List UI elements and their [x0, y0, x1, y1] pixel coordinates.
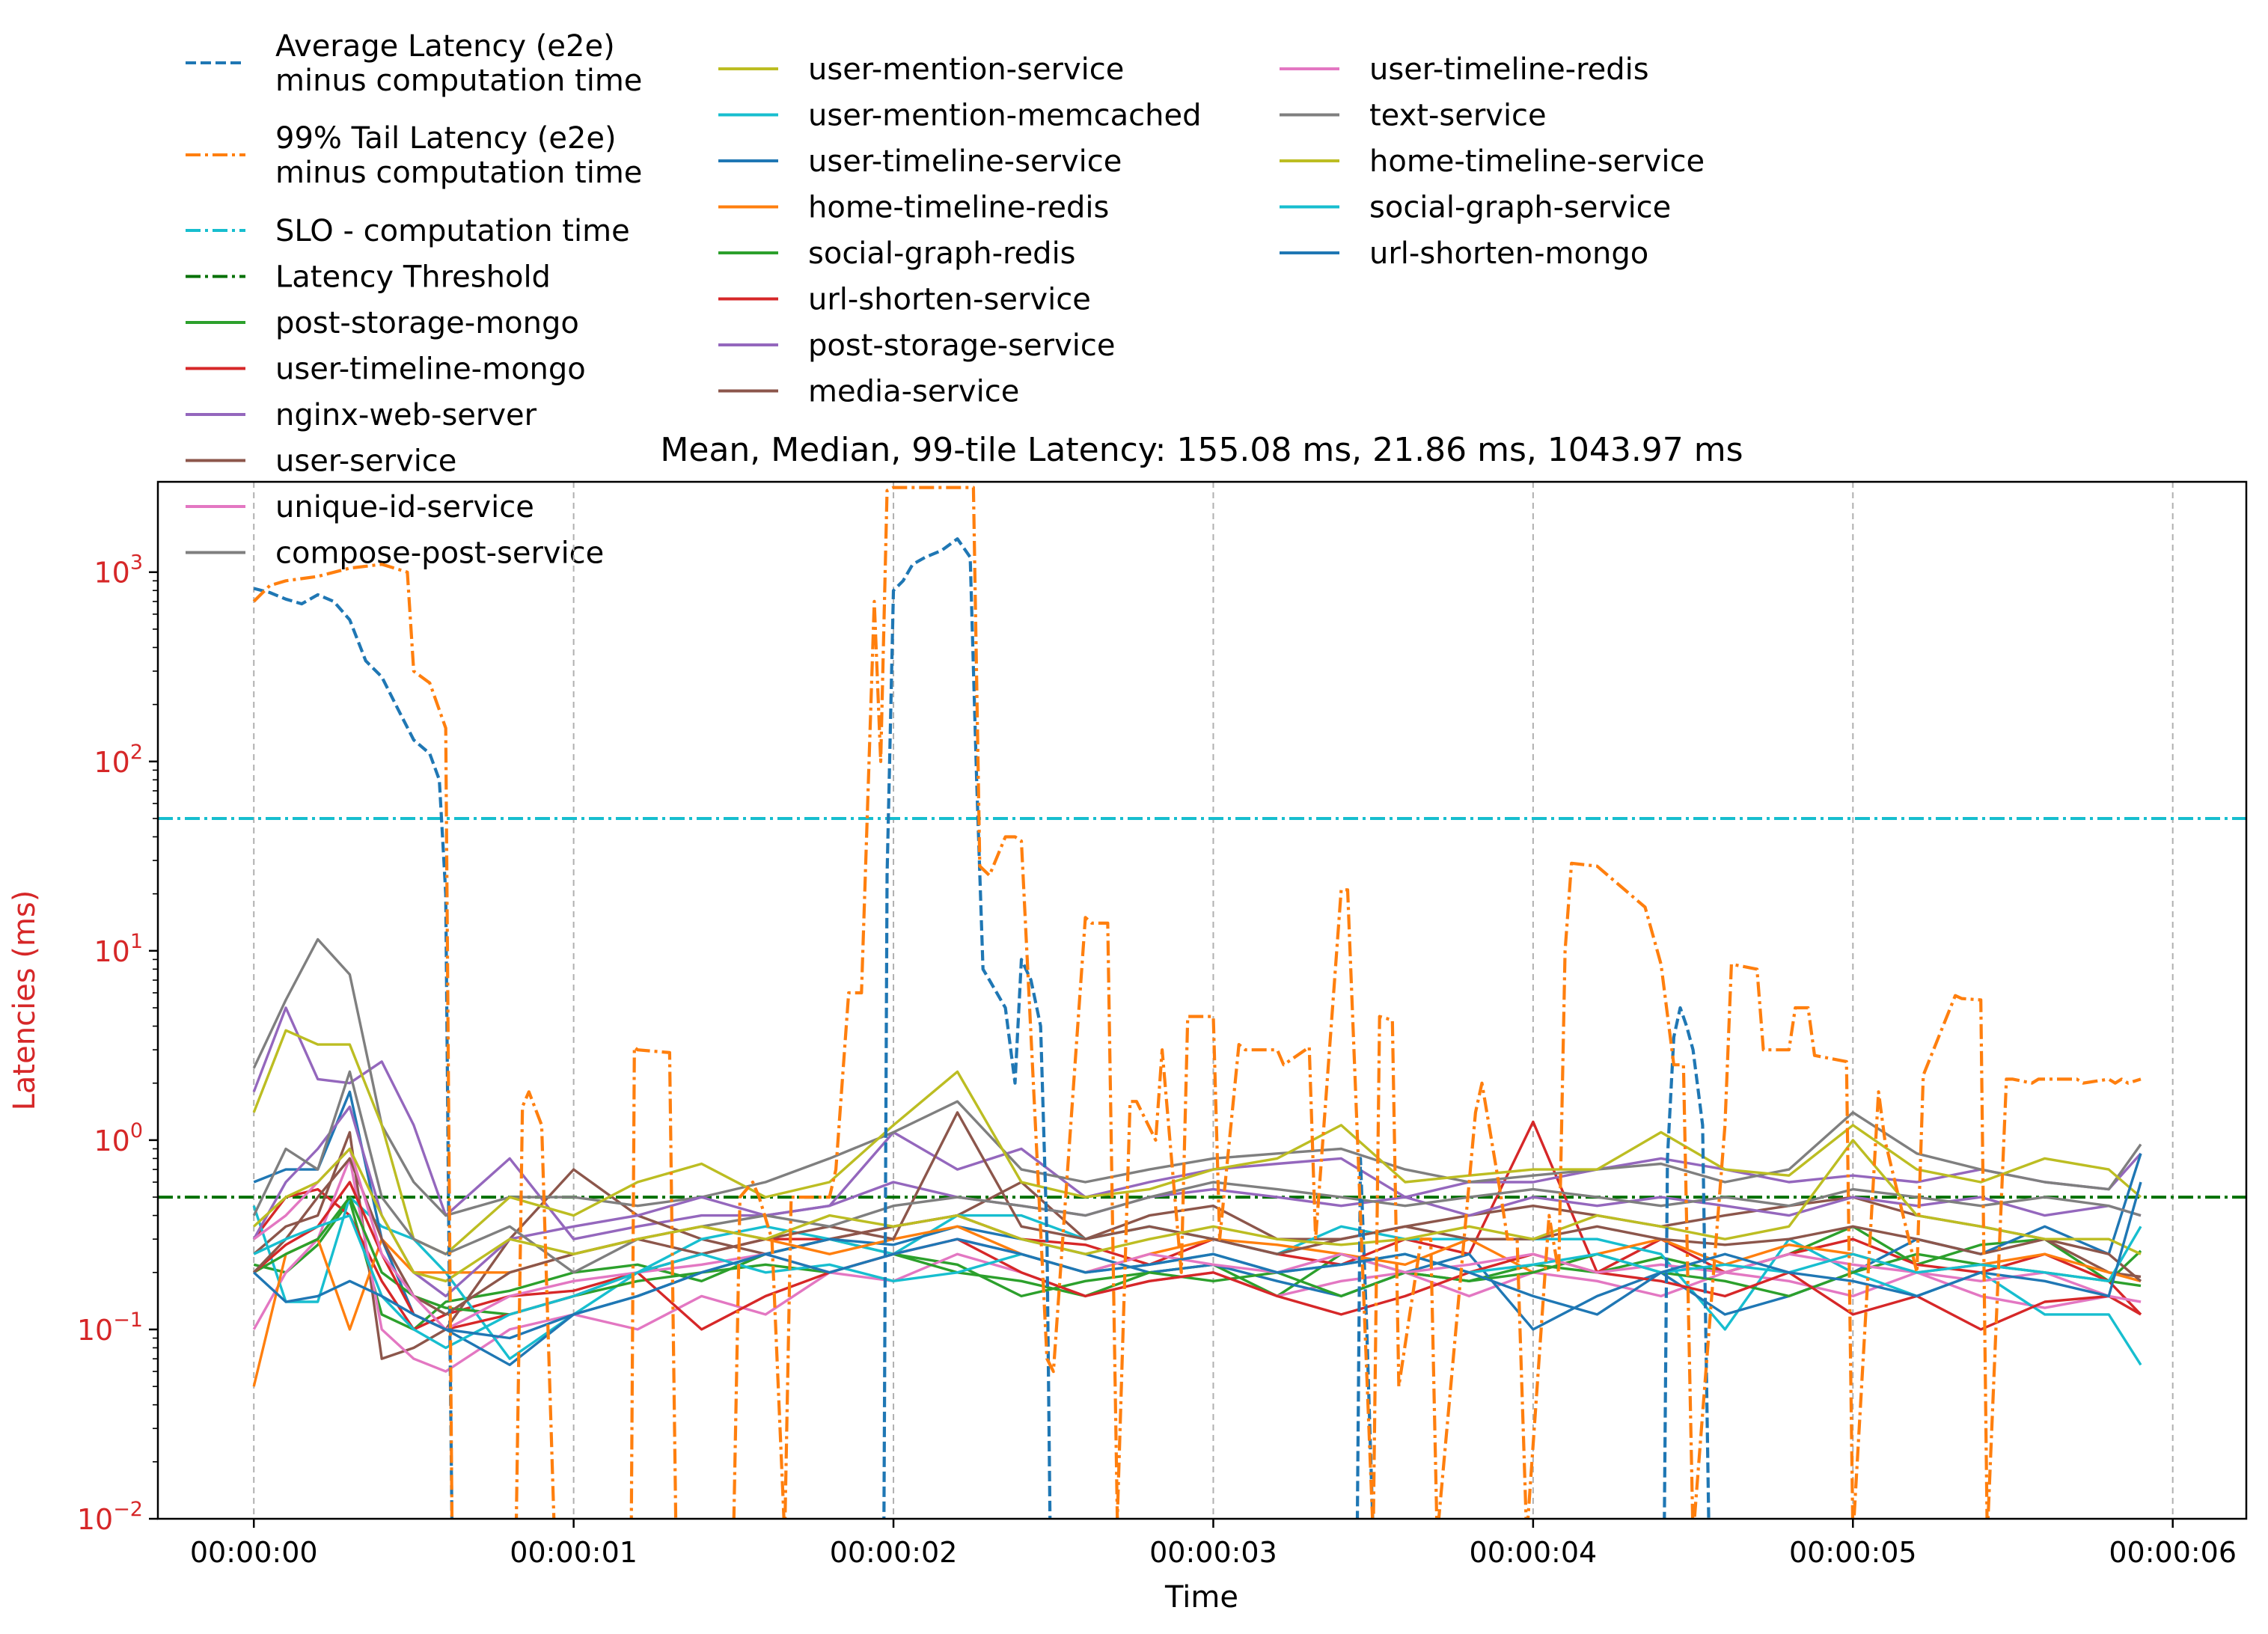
legend-label: social-graph-redis: [808, 236, 1076, 271]
x-tick-label: 00:00:05: [1789, 1536, 1917, 1569]
x-tick-label: 00:00:04: [1470, 1536, 1598, 1569]
x-tick-label: 00:00:03: [1149, 1536, 1277, 1569]
legend-label: text-service: [1369, 99, 1547, 133]
legend-label: url-shorten-service: [808, 283, 1091, 317]
legend-label: user-timeline-service: [808, 144, 1122, 179]
x-tick-label: 00:00:01: [510, 1536, 638, 1569]
legend-label: user-mention-service: [808, 52, 1124, 87]
y-axis-label: Latencies (ms): [7, 890, 42, 1111]
legend-label: minus computation time: [275, 64, 642, 98]
legend-label: 99% Tail Latency (e2e): [275, 121, 617, 156]
x-axis-label: Time: [1164, 1580, 1238, 1615]
legend-label: media-service: [808, 375, 1019, 409]
series-line-nginx-web-server: [252, 1006, 2142, 1240]
series-line-99-tail-latency-e2e-: [252, 486, 2142, 1519]
legend-label: social-graph-service: [1369, 191, 1671, 225]
y-tick-label: 103: [94, 551, 143, 590]
series-line-post-storage-mongo: [253, 1199, 2142, 1331]
series-line-home-timeline-service: [253, 1139, 2142, 1282]
legend-label: unique-id-service: [275, 490, 534, 524]
y-tick-label: 101: [94, 930, 143, 968]
x-tick-label: 00:00:00: [190, 1536, 318, 1569]
legend-label: user-timeline-redis: [1369, 52, 1649, 87]
series-lines: [252, 486, 2142, 1519]
series-line-text-service: [252, 1070, 2142, 1274]
y-axis: 10−2 10−1 100 101 102 103: [77, 551, 158, 1536]
legend-label: Average Latency (e2e): [275, 29, 615, 64]
legend-label: SLO - computation time: [275, 214, 630, 248]
legend-label: post-storage-mongo: [275, 306, 579, 340]
series-line-user-timeline-redis: [253, 1147, 2142, 1331]
legend: Average Latency (e2e)minus computation t…: [186, 29, 1705, 571]
legend-label: user-service: [275, 444, 456, 479]
x-tick-label: 00:00:02: [830, 1536, 958, 1569]
x-tick-label: 00:00:06: [2109, 1536, 2237, 1569]
legend-label: nginx-web-server: [275, 398, 537, 432]
legend-label: home-timeline-redis: [808, 191, 1109, 225]
x-axis: 00:00:00 00:00:01 00:00:02 00:00:03 00:00:04…: [190, 1519, 2237, 1569]
y-tick-label: 10−1: [77, 1309, 143, 1347]
legend-label: minus computation time: [275, 156, 642, 190]
series-line-compose-post-service: [252, 937, 2142, 1217]
legend-label: Latency Threshold: [275, 260, 551, 295]
series-line-url-shorten-mongo: [253, 1181, 2142, 1340]
chart-title: Mean, Median, 99-tile Latency: 155.08 ms…: [660, 431, 1743, 469]
legend-label: user-timeline-mongo: [275, 352, 586, 387]
legend-label: user-mention-memcached: [808, 99, 1202, 133]
series-line-media-service: [252, 1111, 2142, 1316]
series-line-social-graph-redis: [253, 1196, 2142, 1316]
y-tick-label: 10−2: [77, 1498, 143, 1536]
reference-lines: [158, 816, 2246, 1199]
legend-label: compose-post-service: [275, 536, 604, 571]
legend-label: home-timeline-service: [1369, 144, 1705, 179]
legend-label: url-shorten-mongo: [1369, 236, 1648, 271]
y-tick-label: 100: [94, 1119, 143, 1157]
series-line-average-latency-e2e-: [253, 537, 1711, 1519]
axes-frame: [156, 480, 2248, 1520]
y-tick-label: 102: [94, 741, 143, 779]
legend-label: post-storage-service: [808, 328, 1116, 363]
